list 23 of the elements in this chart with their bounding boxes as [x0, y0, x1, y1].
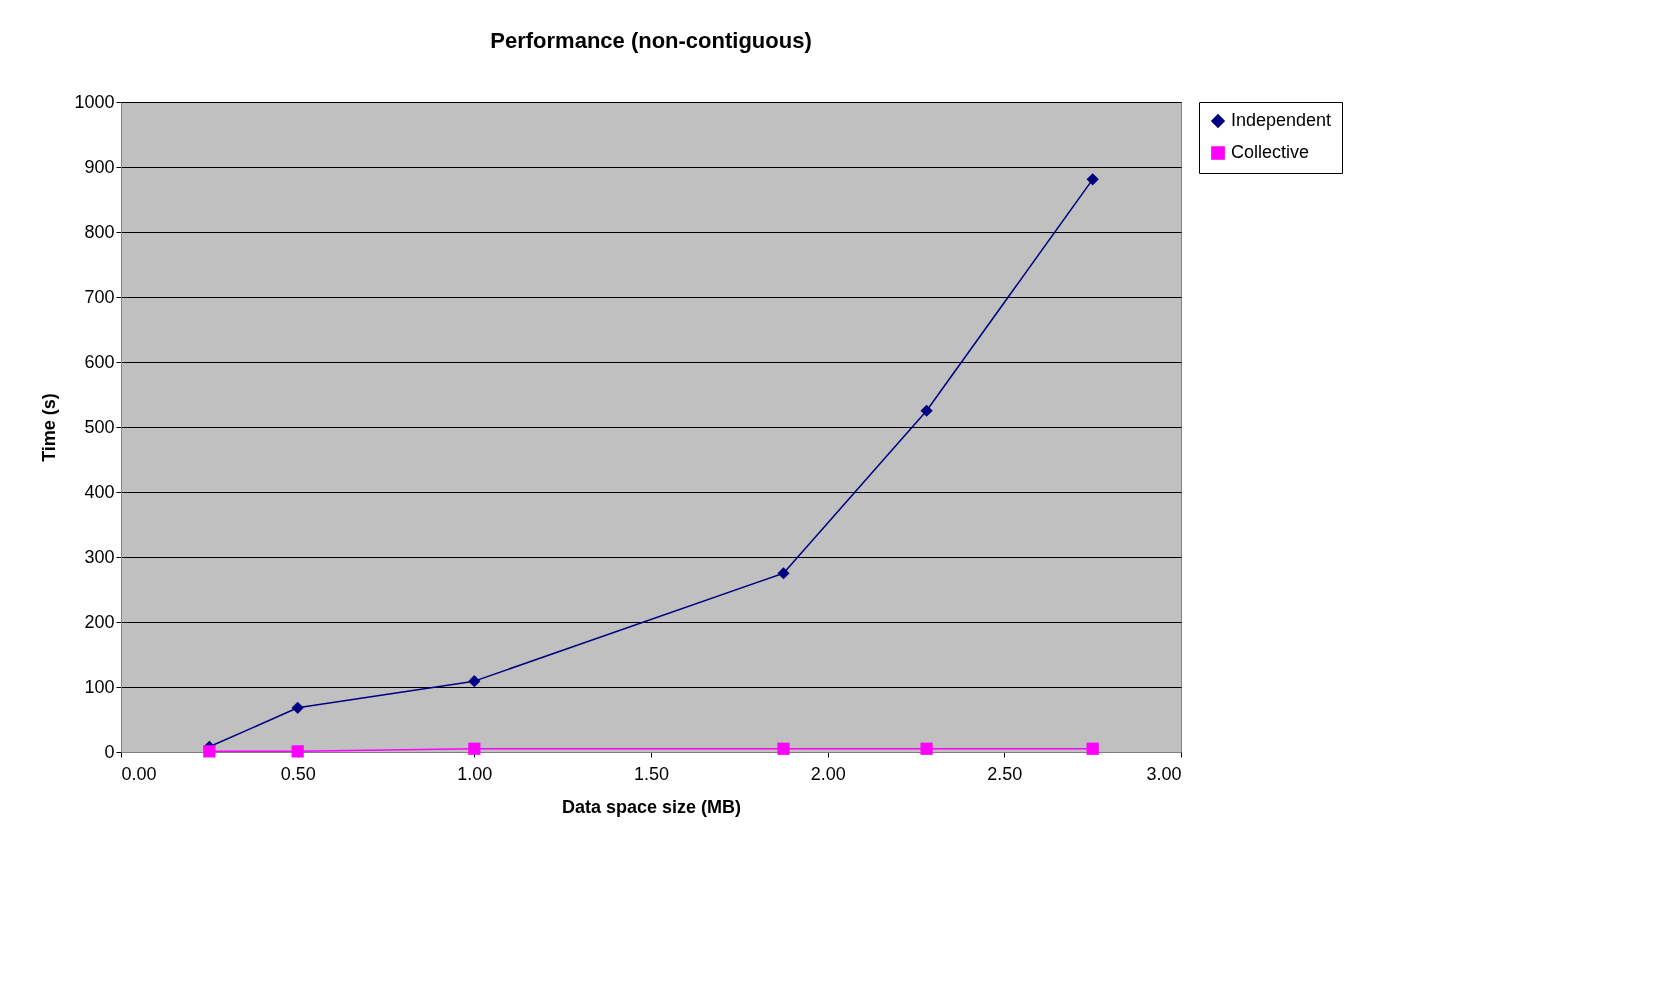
- y-axis-title: Time (s): [39, 393, 60, 462]
- y-tick-label: 800: [84, 221, 115, 242]
- x-tick-label: 2.00: [810, 763, 846, 784]
- y-tick-label: 500: [84, 416, 115, 437]
- y-tick-label: 300: [84, 546, 115, 567]
- x-axis-title: Data space size (MB): [561, 796, 742, 817]
- y-tick-label: 0: [104, 741, 115, 762]
- x-tick-label: 0.00: [121, 763, 157, 784]
- y-tick-label: 400: [84, 481, 115, 502]
- x-tick-label: 2.50: [987, 763, 1023, 784]
- legend-label: Collective: [1231, 142, 1310, 162]
- y-tick-label: 1000: [74, 91, 115, 112]
- x-tick-label: 1.50: [633, 763, 670, 784]
- x-tick-label: 0.50: [280, 763, 316, 784]
- x-tick-label: 3.00: [1146, 763, 1182, 784]
- y-tick-label: 600: [84, 351, 115, 372]
- legend-label: Independent: [1231, 110, 1332, 130]
- chart-title: Performance (non-contiguous): [490, 28, 812, 53]
- y-tick-label: 900: [84, 156, 115, 177]
- y-tick-label: 700: [84, 286, 115, 307]
- x-tick-label: 1.00: [457, 763, 493, 784]
- y-tick-label: 200: [84, 611, 115, 632]
- y-tick-label: 100: [84, 676, 115, 697]
